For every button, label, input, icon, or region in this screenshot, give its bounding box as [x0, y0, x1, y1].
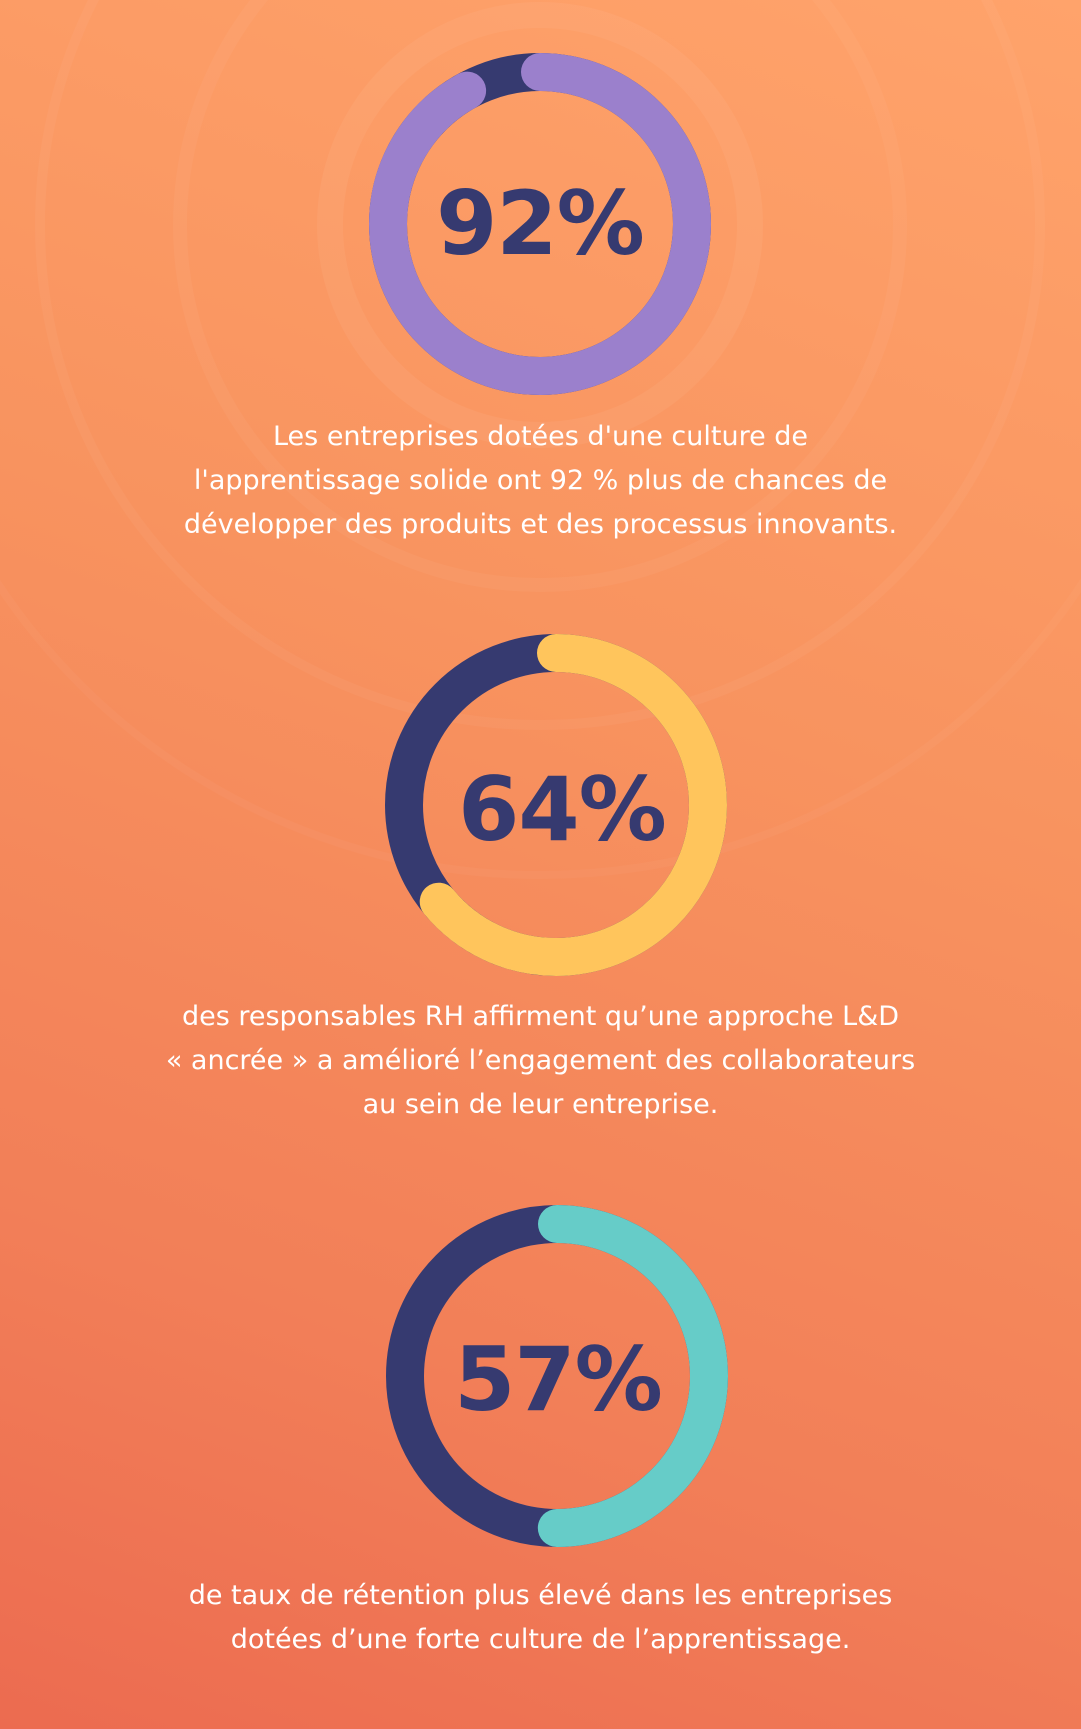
donut-chart-3 [386, 1205, 728, 1547]
stat-2-description-line: au sein de leur entreprise. [362, 1089, 719, 1120]
stat-2-percent: 64% [458, 758, 667, 861]
stat-3-percent: 57% [454, 1328, 663, 1431]
stat-3-description-line: dotées d’une forte culture de l’apprenti… [230, 1624, 851, 1655]
stat-3-description-line: de taux de rétention plus élevé dans les… [188, 1580, 893, 1611]
donut-value-arc [369, 53, 711, 395]
donut-chart-1 [369, 53, 711, 395]
donut-chart-2 [385, 634, 727, 976]
donut-value-arc [385, 634, 727, 976]
stat-2-description-line: des responsables RH affirment qu’une app… [181, 1001, 900, 1032]
donut-value-arc [386, 1205, 728, 1547]
stat-1-percent: 92% [436, 172, 645, 275]
stat-3-description: de taux de rétention plus élevé dans les… [90, 1574, 991, 1662]
stat-1-description-line: développer des produits et des processus… [183, 509, 898, 540]
stat-2-description: des responsables RH affirment qu’une app… [90, 995, 991, 1127]
stat-1-description-line: l'apprentissage solide ont 92 % plus de … [193, 465, 888, 496]
stat-2-description-line: « ancrée » a amélioré l’engagement des c… [165, 1045, 916, 1076]
stat-1-description-line: Les entreprises dotées d'une culture de [272, 421, 809, 452]
stat-block-1: 92% Les entreprises dotées d'une culture… [0, 0, 1081, 560]
stat-1-description: Les entreprises dotées d'une culture de … [90, 415, 991, 547]
stat-block-2: 64% des responsables RH affirment qu’une… [90, 634, 991, 1127]
